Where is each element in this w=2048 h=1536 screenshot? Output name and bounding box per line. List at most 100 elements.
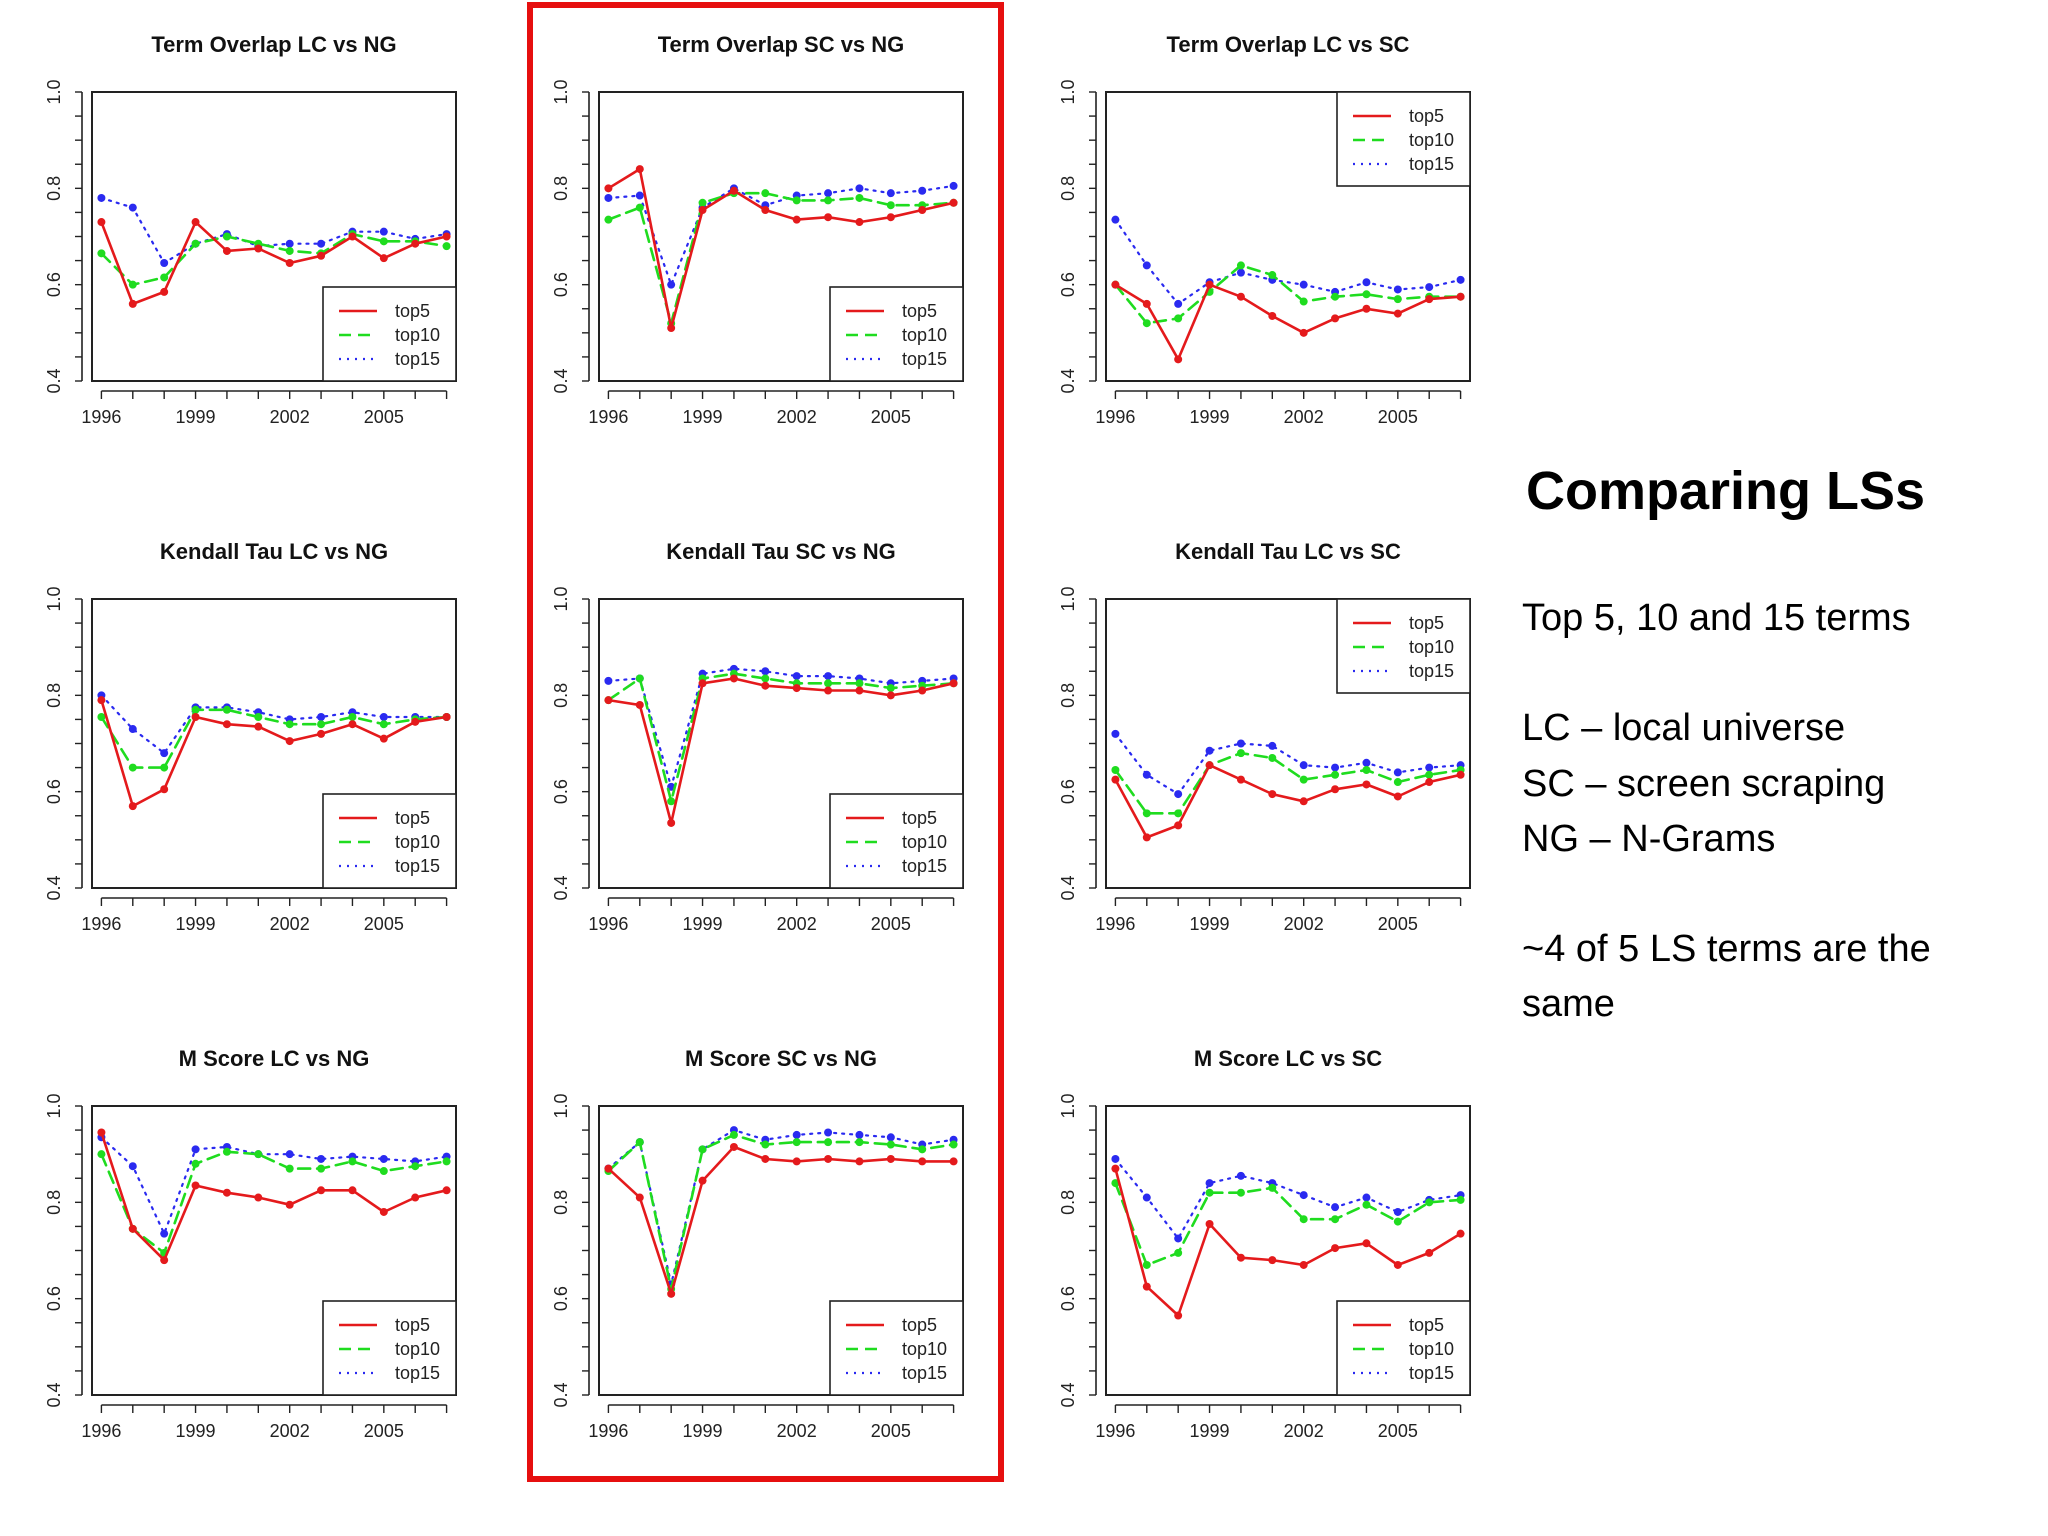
data-point-top5 [1111,775,1120,784]
data-point-top5 [442,1186,451,1195]
data-point-top15 [317,239,326,248]
data-point-top10 [160,273,169,282]
definition-ng: NG – N-Grams [1522,817,1776,860]
data-point-top10 [1331,770,1340,779]
x-tick-label: 1996 [1095,1421,1135,1441]
data-point-top5 [667,324,676,333]
data-point-top10 [855,193,864,202]
x-tick-label: 2005 [871,1421,911,1441]
data-point-top10 [824,1138,833,1147]
series-line-top5 [1114,763,1462,839]
data-point-top5 [1142,833,1151,842]
legend-label-top10: top10 [395,325,440,345]
legend-label-top5: top5 [902,1315,937,1335]
data-point-top10 [698,198,707,207]
data-point-top10 [729,1130,738,1139]
data-point-top10 [1299,1215,1308,1224]
x-tick-label: 1999 [1190,407,1230,427]
data-point-top5 [160,785,169,794]
y-tick-label: 1.0 [1058,586,1078,611]
data-point-top5 [918,206,927,215]
data-point-top5 [1425,778,1434,787]
data-point-top10 [1205,1188,1214,1197]
data-point-top5 [729,1142,738,1151]
data-point-top5 [604,696,613,705]
data-point-top5 [1331,314,1340,323]
data-point-top5 [1393,309,1402,318]
series-line-top15 [607,184,955,286]
y-tick-label: 1.0 [44,1093,64,1118]
plot-frame [1105,598,1471,889]
data-point-top15 [1362,278,1371,287]
data-point-top5 [191,1181,200,1190]
data-point-top5 [1111,1164,1120,1173]
data-point-top10 [191,705,200,714]
data-point-top15 [1174,790,1183,799]
data-point-top5 [254,1193,263,1202]
data-point-top15 [1236,1171,1245,1180]
series-line-top15 [100,1136,448,1235]
legend-label-top15: top15 [902,349,947,369]
data-point-top5 [348,232,357,241]
legend: top5 top10 top15 [1336,91,1471,187]
data-point-top15 [160,258,169,267]
data-point-top10 [317,1164,326,1173]
x-tick-label: 1996 [81,1421,121,1441]
data-point-top15 [1236,268,1245,277]
legend-label-top15: top15 [902,1363,947,1383]
x-tick-label: 2002 [777,914,817,934]
series-line-top5 [607,167,955,330]
data-point-top5 [792,1157,801,1166]
data-point-top5 [1174,821,1183,830]
x-tick-label: 1999 [683,914,723,934]
x-tick-label: 2002 [270,1421,310,1441]
data-point-top10 [285,246,294,255]
data-point-top5 [411,717,420,726]
definition-lc: LC – local universe [1522,707,1846,750]
definition-sc: SC – screen scraping [1522,762,1886,805]
y-tick-label: 0.4 [1058,1382,1078,1407]
data-point-top5 [1174,355,1183,364]
data-point-top10 [348,1157,357,1166]
data-point-top10 [1299,297,1308,306]
plot-frame [1105,1105,1471,1396]
data-point-top15 [792,672,801,681]
data-point-top5 [97,1128,106,1137]
series-line-top15 [1114,732,1462,796]
chart-panel-term-overlap-lc-vs-sc: Term Overlap LC vs SC 0.4 0.6 0.8 1.0 1996 199… [1058,32,1471,427]
data-point-top5 [635,700,644,709]
data-point-top15 [1142,770,1151,779]
series-line-top10 [100,1150,448,1255]
data-point-top5 [1393,1260,1402,1269]
y-tick-label: 0.8 [551,176,571,201]
data-point-top5 [949,1157,958,1166]
y-tick-label: 0.8 [551,683,571,708]
data-point-top10 [635,1138,644,1147]
series-line-top10 [1114,264,1462,325]
data-point-top15 [1205,1179,1214,1188]
data-point-top15 [1425,283,1434,292]
data-point-top5 [191,713,200,722]
series-line-top15 [100,694,448,755]
data-point-top15 [1111,729,1120,738]
data-point-top15 [1142,1193,1151,1202]
legend: top5 top10 top15 [322,793,457,889]
data-point-top5 [411,1193,420,1202]
data-point-top10 [1299,775,1308,784]
data-point-top15 [379,1154,388,1163]
data-point-top15 [1331,1203,1340,1212]
data-point-top10 [97,249,106,258]
y-tick-label: 0.4 [44,1382,64,1407]
data-point-top10 [222,232,231,241]
data-point-top10 [160,763,169,772]
data-point-top10 [824,679,833,688]
y-tick-label: 0.4 [44,368,64,393]
data-point-top15 [317,713,326,722]
chart-panel-term-overlap-sc-vs-ng: Term Overlap SC vs NG 0.4 0.6 0.8 1.0 1996 199… [551,32,964,427]
data-point-top5 [379,734,388,743]
data-point-top5 [1456,770,1465,779]
data-point-top10 [254,1150,263,1159]
series-line-top10 [1114,751,1462,815]
series-line-top5 [100,1131,448,1262]
y-tick-label: 0.4 [1058,875,1078,900]
